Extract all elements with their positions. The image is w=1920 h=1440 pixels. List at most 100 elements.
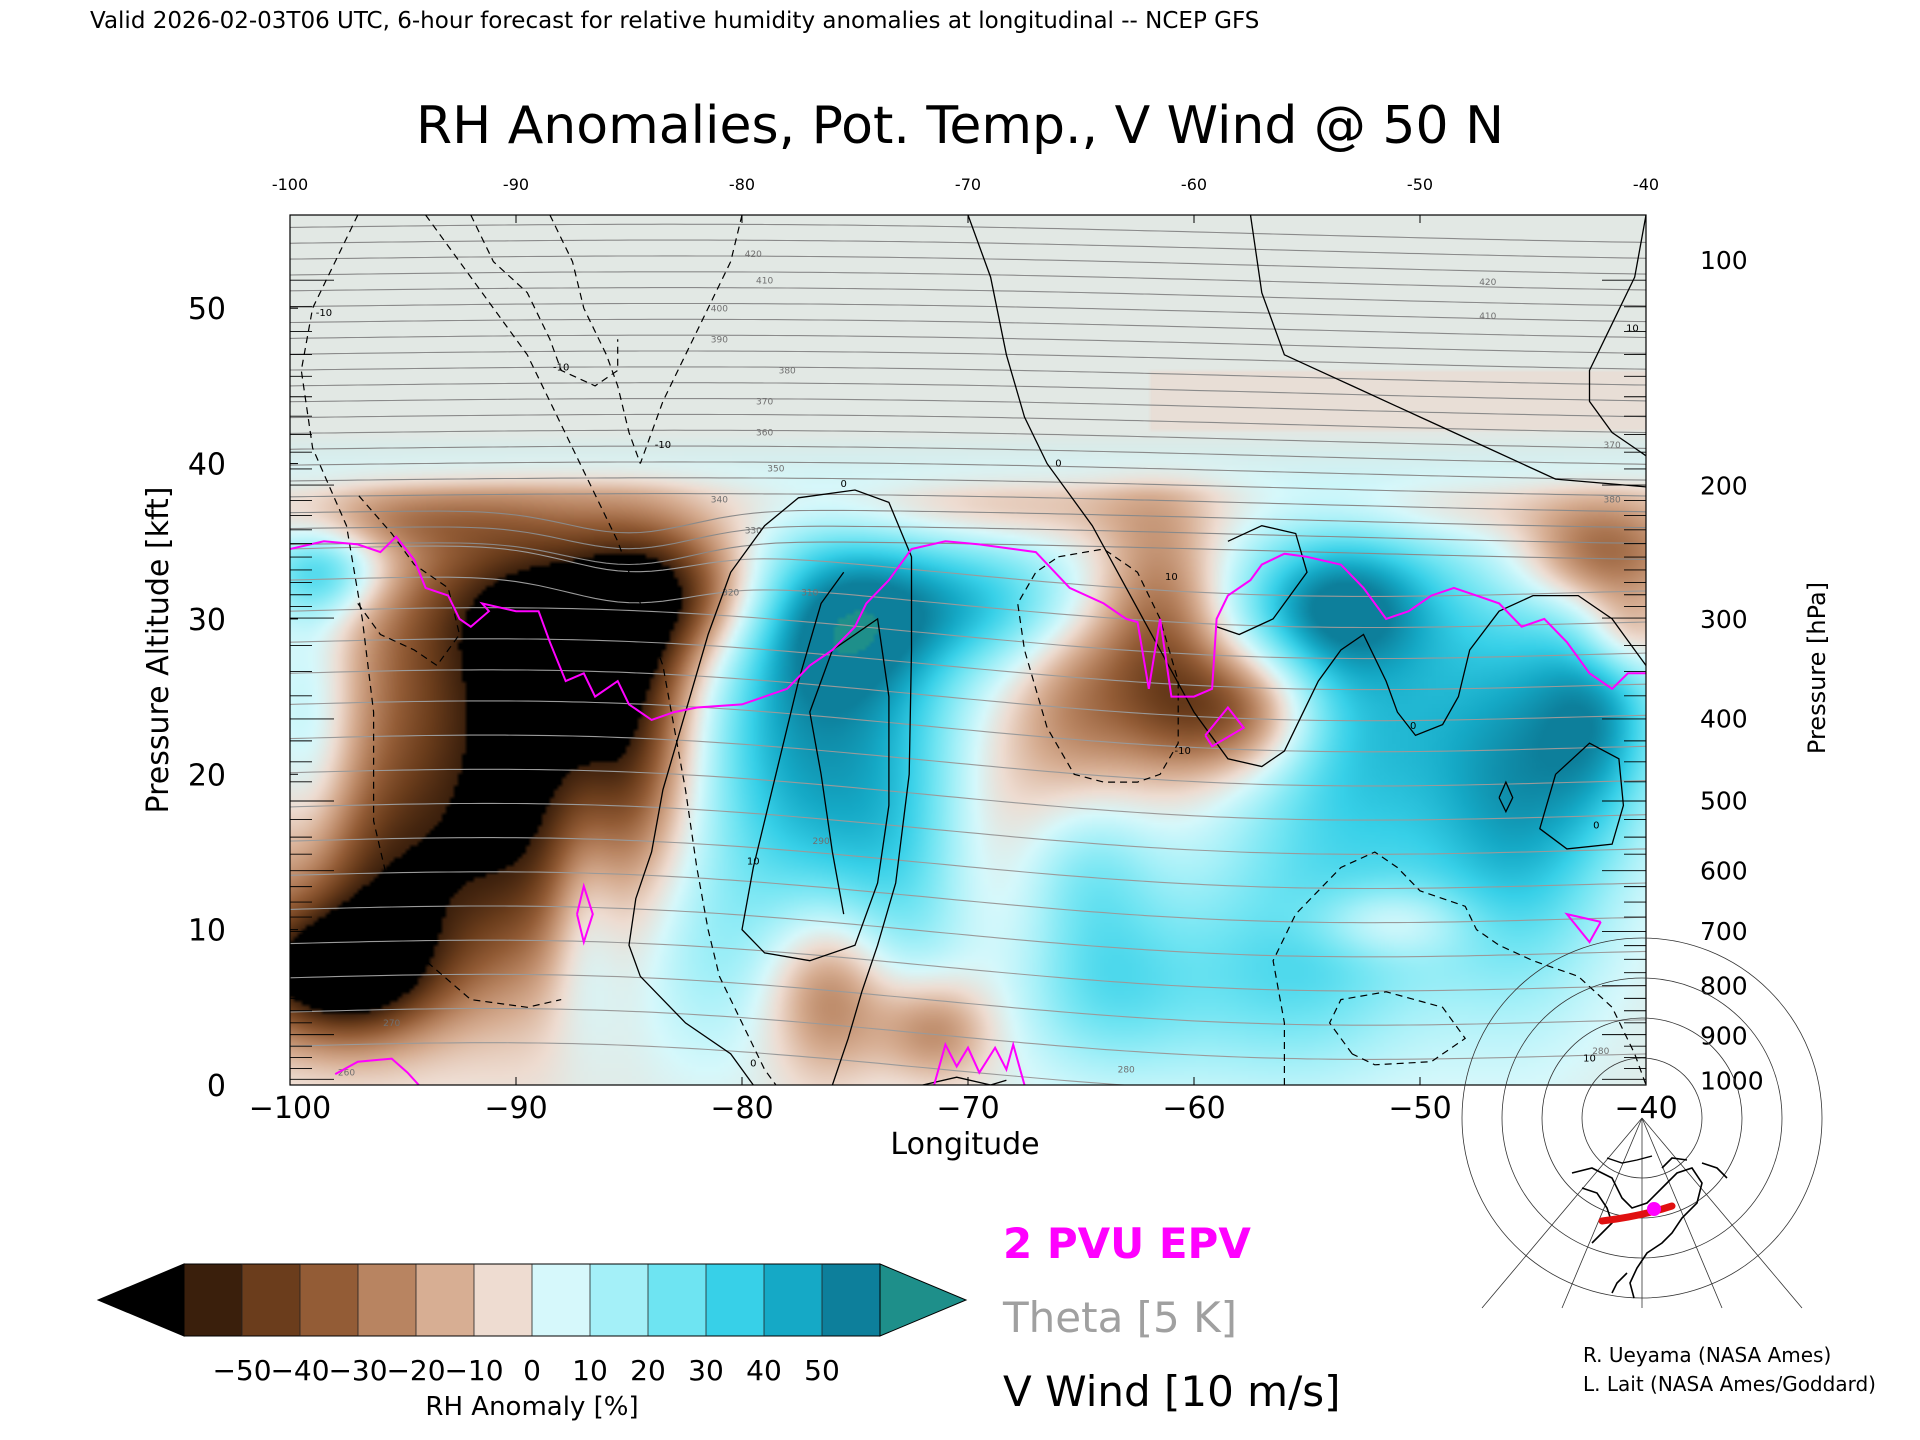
colorbar-tick-label: 40	[746, 1354, 782, 1387]
colorbar-segment	[416, 1264, 475, 1336]
y-axis-label: Pressure Altitude [kft]	[141, 487, 176, 814]
x-axis-label: Longitude	[890, 1127, 1039, 1162]
theta-line	[290, 802, 1646, 855]
colorbar-tick-label: 0	[523, 1354, 541, 1387]
y-tick-label: 40	[188, 448, 226, 483]
v-wind-label: -10	[553, 362, 569, 373]
v-wind-label: -10	[1175, 746, 1191, 757]
theta-label: 310	[801, 589, 818, 599]
v-wind-dashed-contour	[1328, 991, 1467, 1066]
theta-line	[290, 545, 1646, 597]
rh-anomaly-heatmap	[290, 215, 1646, 1085]
v-wind-label: 0	[1055, 459, 1061, 470]
v-wind-label: 10	[1626, 324, 1639, 335]
pressure-tick-label: 300	[1700, 605, 1748, 634]
epv-2pvu-contour	[290, 535, 1646, 1085]
theta-line	[290, 939, 1646, 992]
y-axis: 0 10 20 30 40 50	[188, 292, 298, 1104]
y-tick-label: 10	[188, 914, 226, 949]
theta-line	[290, 734, 1646, 787]
top-tick-label: -80	[729, 175, 755, 194]
theta-label: 280	[1592, 1047, 1609, 1057]
theta-label: 280	[1118, 1066, 1135, 1076]
theta-line	[290, 350, 1646, 370]
x-tick-label: −70	[936, 1091, 999, 1126]
v-wind-label: 10	[1583, 1054, 1596, 1065]
theta-label: 420	[745, 250, 762, 260]
x-tick-label: −80	[710, 1091, 773, 1126]
credit-line-2: L. Lait (NASA Ames/Goddard)	[1583, 1372, 1876, 1396]
theta-line	[290, 239, 1646, 259]
legend-vwind: V Wind [10 m/s]	[1003, 1367, 1341, 1416]
colorbar-segment	[184, 1264, 243, 1336]
colorbar-segment	[300, 1264, 359, 1336]
theta-line	[290, 429, 1646, 449]
colorbar-segment	[764, 1264, 823, 1336]
x-tick-label: −60	[1162, 1091, 1225, 1126]
pressure-tick-label: 900	[1700, 1021, 1748, 1050]
v-wind-dashed-contour	[639, 215, 743, 464]
colorbar-segment	[706, 1264, 765, 1336]
theta-line	[290, 271, 1646, 291]
colorbar-under-arrow	[96, 1263, 185, 1337]
v-wind-contour-labels: -10 -10 -10 0 0 10 -10 10 0 0 10 0 10	[316, 308, 1639, 1069]
v-wind-label: -10	[316, 308, 332, 319]
credit-line-1: R. Ueyama (NASA Ames)	[1583, 1343, 1831, 1367]
epv-surface-spikes	[933, 1040, 1026, 1085]
x-tick-label: −90	[484, 1091, 547, 1126]
theta-line	[290, 607, 1646, 660]
y2-axis-label: Pressure [hPa]	[1803, 582, 1831, 754]
colorbar-segment	[590, 1264, 649, 1336]
pressure-tick-label: 600	[1700, 857, 1748, 886]
colorbar-segment	[242, 1264, 301, 1336]
v-wind-label: 10	[747, 856, 760, 867]
x-tick-label: −100	[249, 1091, 331, 1126]
v-wind-dashed-contour	[1272, 851, 1646, 1085]
theta-line	[290, 973, 1646, 1026]
theta-label: 400	[711, 304, 728, 314]
theta-line	[290, 1042, 1132, 1085]
theta-line	[290, 493, 1646, 513]
y-tick-label: 0	[207, 1069, 226, 1104]
pressure-tick-label: 1000	[1700, 1066, 1764, 1095]
theta-line	[290, 413, 1646, 434]
theta-contours	[290, 223, 1646, 1085]
v-wind-solid-contour	[1249, 215, 1646, 488]
colorbar-label: RH Anomaly [%]	[425, 1392, 638, 1422]
colorbar-segment	[822, 1264, 881, 1336]
theta-line	[290, 576, 1646, 629]
theta-line	[290, 669, 1646, 722]
epv-island	[1204, 705, 1246, 748]
epv-main-line	[290, 535, 1646, 722]
pressure-tick-label: 500	[1700, 787, 1748, 816]
pressure-tick-label: 800	[1700, 972, 1748, 1001]
pressure-axis: 100 200 300 400 500 600 700 800 900 1000	[1700, 246, 1764, 1095]
theta-line	[290, 445, 1646, 465]
top-tick-label: -40	[1633, 175, 1659, 194]
colorbar	[96, 1263, 968, 1337]
top-axis: -100 -90 -80 -70 -60 -50 -40	[272, 175, 1659, 223]
theta-label: 390	[711, 335, 728, 345]
v-wind-label: 0	[750, 1058, 756, 1069]
colorbar-tick-label: −30	[328, 1354, 387, 1387]
v-wind-contours	[300, 215, 1646, 1085]
v-wind-solid-contour	[922, 1076, 1007, 1085]
theta-label: 370	[756, 398, 773, 408]
top-tick-label: -70	[955, 175, 981, 194]
top-tick-label: -60	[1181, 175, 1207, 194]
v-wind-label: 0	[841, 479, 847, 490]
v-wind-label: 0	[1410, 721, 1416, 732]
colorbar-segment	[358, 1264, 417, 1336]
pressure-tick-label: 400	[1700, 704, 1748, 733]
v-wind-solid-contour	[628, 489, 913, 1085]
theta-label: 380	[1604, 495, 1621, 505]
theta-label: 410	[756, 276, 773, 286]
theta-line	[290, 905, 1646, 958]
y-tick-label: 30	[188, 603, 226, 638]
colorbar-segment	[532, 1264, 591, 1336]
north-polar-map-icon	[1461, 937, 1823, 1309]
theta-label: 360	[756, 429, 773, 439]
theta-line	[290, 318, 1646, 339]
theta-label: 340	[711, 495, 728, 505]
colorbar-tick-label: 10	[572, 1354, 608, 1387]
